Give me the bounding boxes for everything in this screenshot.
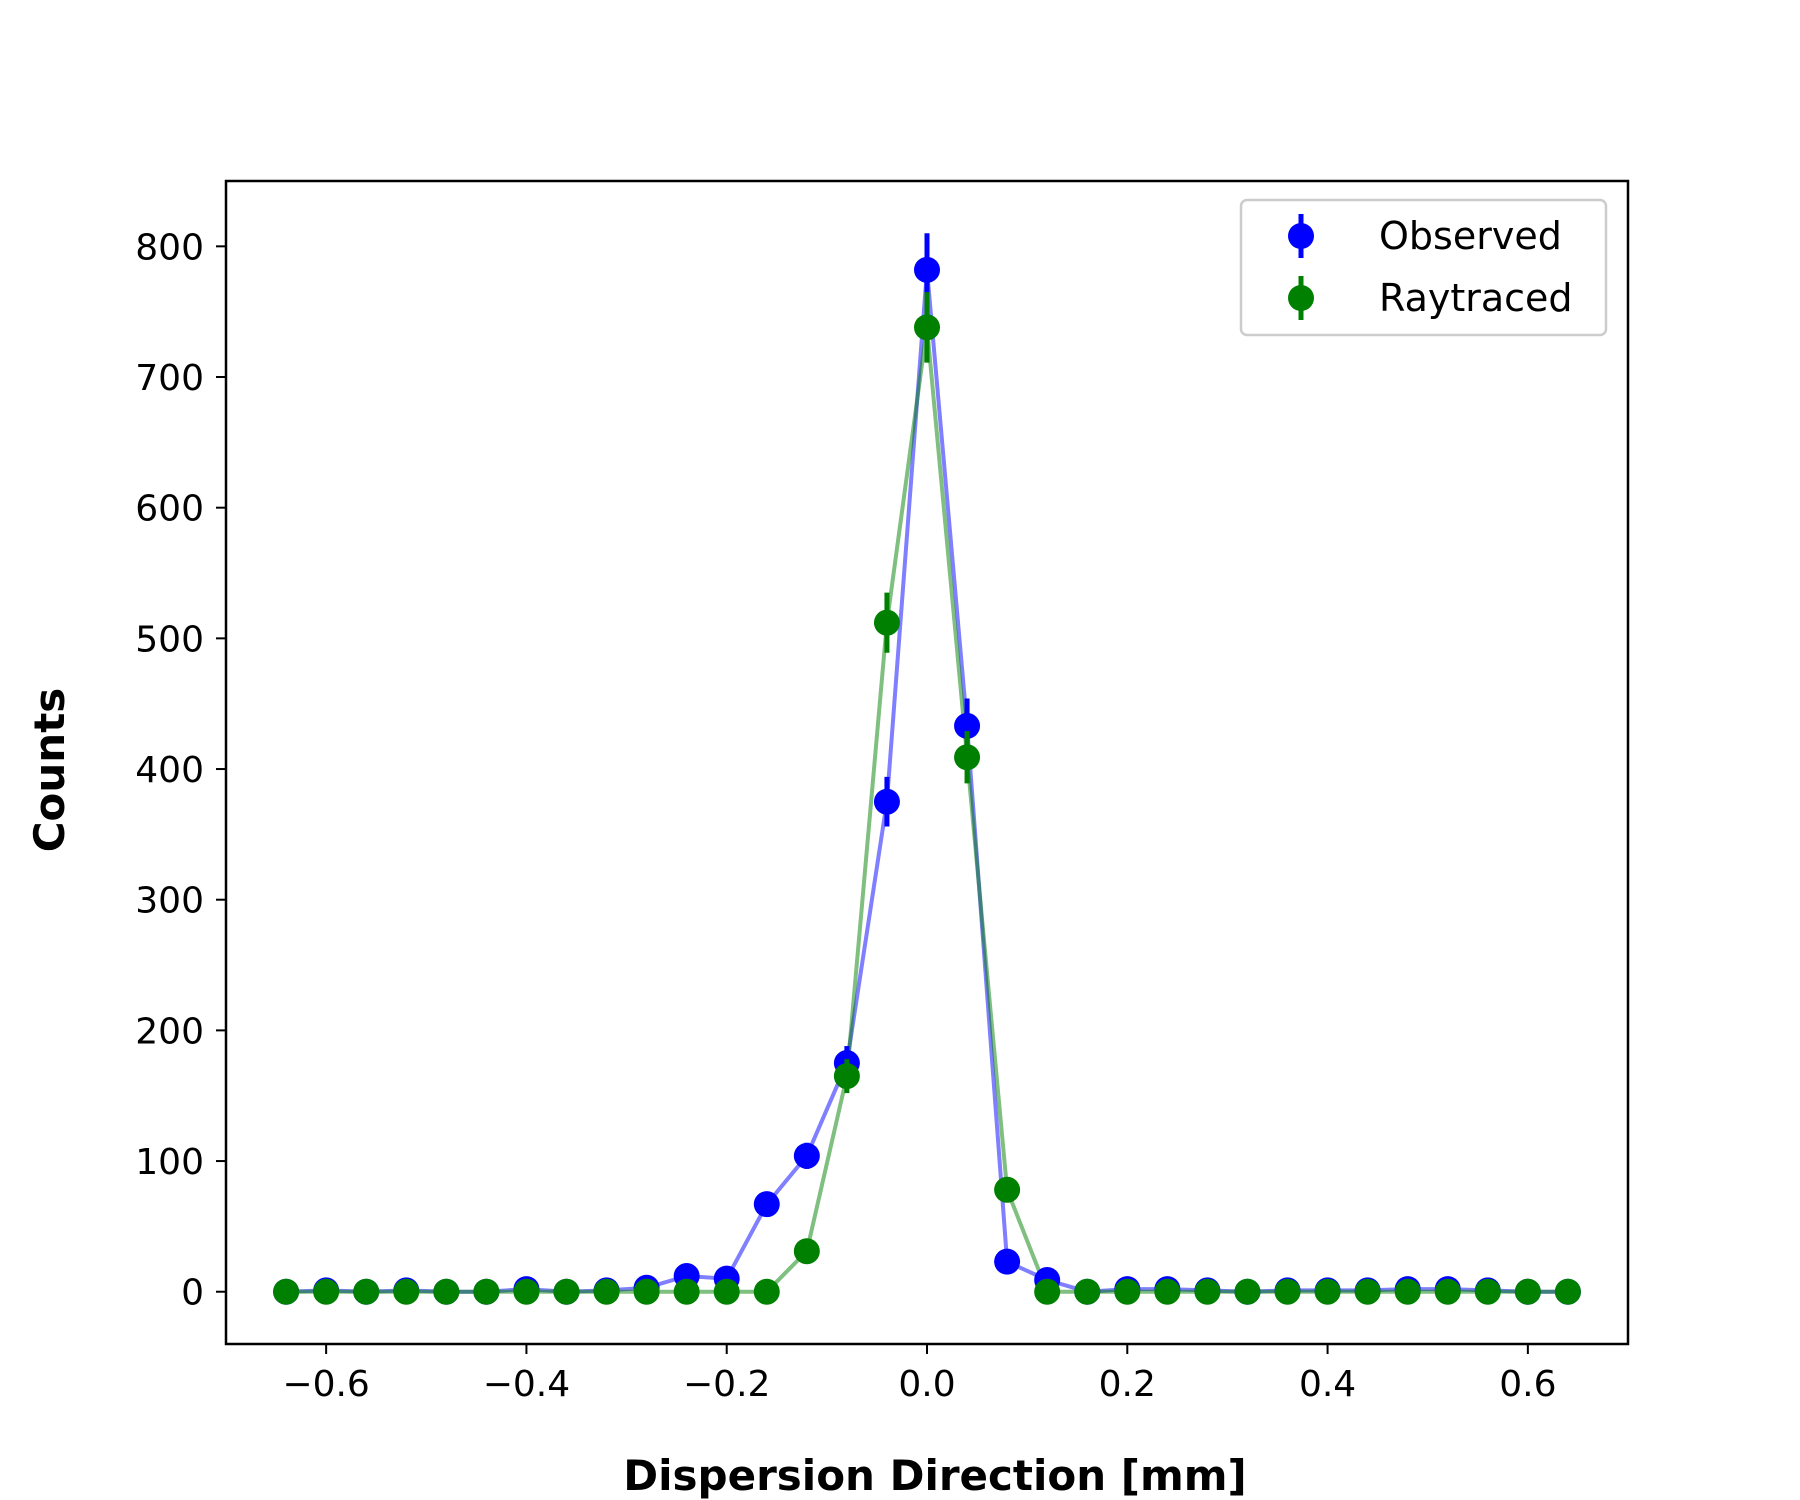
data-point-raytraced (753, 1278, 780, 1305)
data-point-raytraced (1474, 1278, 1501, 1305)
data-point-observed (793, 1142, 820, 1169)
data-point-raytraced (633, 1278, 660, 1305)
data-point-raytraced (473, 1278, 500, 1305)
y-tick-label: 700 (135, 358, 204, 399)
data-point-raytraced (553, 1278, 580, 1305)
plot-area (224, 179, 1630, 1346)
y-tick-label: 100 (135, 1142, 204, 1183)
data-point-observed (753, 1191, 780, 1218)
y-tick-label: 400 (135, 750, 204, 791)
data-point-raytraced (1234, 1278, 1261, 1305)
data-point-raytraced (593, 1278, 620, 1305)
data-point-observed (954, 712, 981, 739)
y-tick-label: 600 (135, 489, 204, 530)
data-point-raytraced (1274, 1278, 1301, 1305)
x-tick-label: −0.4 (483, 1364, 570, 1405)
y-tick-label: 500 (135, 619, 204, 660)
data-point-raytraced (873, 609, 900, 636)
x-tick-label: 0.6 (1499, 1364, 1556, 1405)
legend-label-raytraced: Raytraced (1379, 276, 1573, 320)
data-point-raytraced (1114, 1278, 1141, 1305)
data-point-raytraced (1554, 1278, 1581, 1305)
data-point-raytraced (353, 1278, 380, 1305)
data-point-raytraced (954, 744, 981, 771)
data-point-raytraced (1194, 1278, 1221, 1305)
data-point-raytraced (994, 1176, 1021, 1203)
data-point-raytraced (433, 1278, 460, 1305)
x-axis: −0.6 −0.4 −0.2 0.0 0.2 0.4 0.6 (282, 1344, 1556, 1405)
data-point-observed (873, 788, 900, 815)
data-point-raytraced (793, 1238, 820, 1265)
legend-label-observed: Observed (1379, 214, 1562, 258)
legend: Observed Raytraced (1239, 198, 1608, 337)
legend-marker-raytraced (1288, 285, 1314, 311)
data-point-observed (914, 256, 940, 283)
data-point-observed (994, 1248, 1021, 1275)
data-point-raytraced (1034, 1278, 1061, 1305)
data-point-raytraced (1434, 1278, 1461, 1305)
data-point-raytraced (833, 1063, 860, 1090)
x-tick-label: −0.2 (683, 1364, 770, 1405)
data-point-raytraced (513, 1278, 540, 1305)
data-point-raytraced (713, 1278, 740, 1305)
x-tick-label: 0.0 (898, 1364, 955, 1405)
y-tick-label: 800 (135, 227, 204, 268)
data-point-raytraced (1154, 1278, 1181, 1305)
data-point-raytraced (393, 1278, 420, 1305)
x-tick-label: 0.4 (1299, 1364, 1356, 1405)
data-point-raytraced (914, 314, 940, 341)
x-axis-label: Dispersion Direction [mm] (623, 1451, 1246, 1500)
y-tick-label: 200 (135, 1011, 204, 1052)
data-point-raytraced (1394, 1278, 1421, 1305)
y-tick-label: 300 (135, 881, 204, 922)
y-tick-label: 0 (181, 1273, 204, 1314)
x-tick-label: −0.6 (282, 1364, 369, 1405)
legend-box (1239, 198, 1608, 337)
y-axis: 0 100 200 300 400 500 600 700 800 (135, 227, 226, 1314)
series-line-observed (286, 269, 1568, 1294)
x-tick-label: 0.2 (1099, 1364, 1156, 1405)
data-point-raytraced (313, 1278, 340, 1305)
y-axis-label: Counts (25, 688, 74, 853)
legend-marker-observed (1288, 223, 1314, 249)
data-point-raytraced (1074, 1278, 1101, 1305)
data-point-raytraced (1314, 1278, 1341, 1305)
data-point-raytraced (273, 1278, 300, 1305)
data-point-raytraced (673, 1278, 700, 1305)
data-point-raytraced (1354, 1278, 1381, 1305)
data-point-raytraced (1514, 1278, 1541, 1305)
series-line-raytraced (286, 327, 1568, 1294)
